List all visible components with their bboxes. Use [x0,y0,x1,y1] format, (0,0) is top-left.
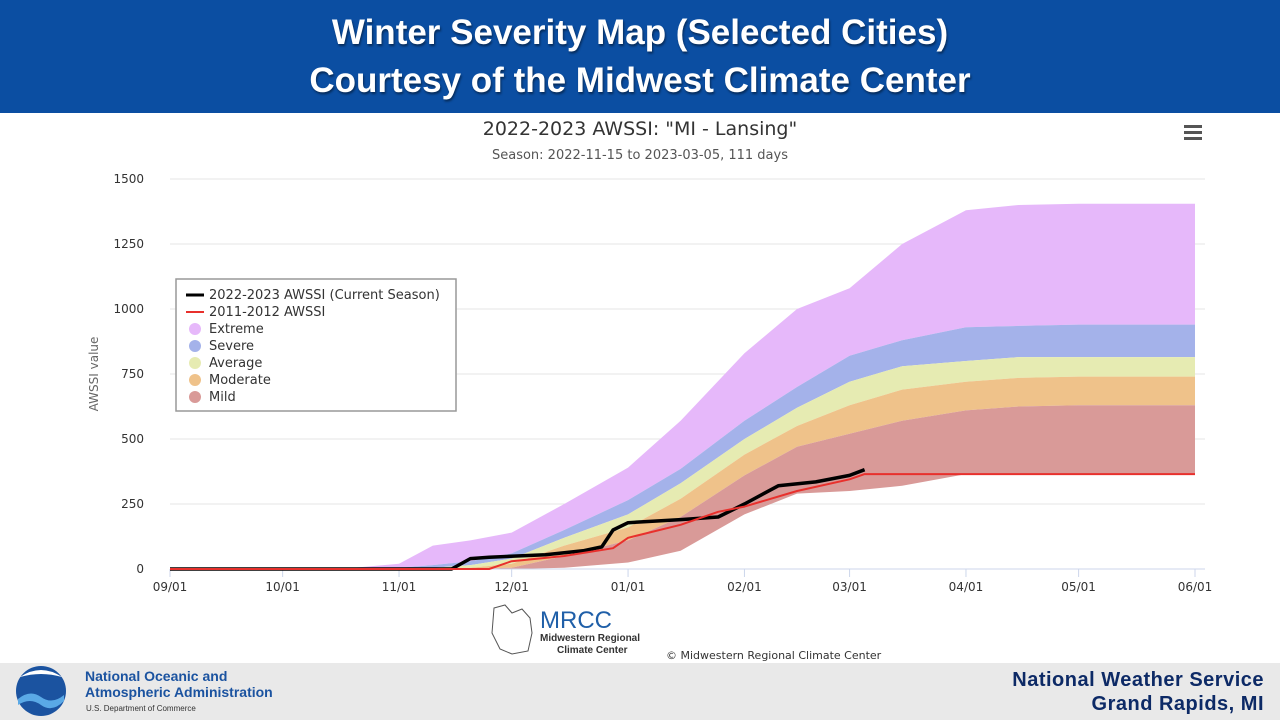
title-banner: Winter Severity Map (Selected Cities) Co… [0,0,1280,113]
legend-band-swatch [189,357,201,369]
y-tick-label: 750 [121,367,144,381]
x-tick-label: 09/01 [153,580,188,594]
y-tick-label: 500 [121,432,144,446]
awssi-chart: 2022-2023 AWSSI: "MI - Lansing" Season: 2… [87,118,1213,662]
legend-label: Severe [209,339,254,354]
band-extreme [170,203,1195,569]
y-axis-label: AWSSI value [87,337,101,412]
y-tick-label: 1250 [113,237,144,251]
mrcc-logo-line2: Climate Center [557,645,628,656]
x-tick-label: 03/01 [832,580,867,594]
legend-label: 2011-2012 AWSSI [209,305,325,320]
nws-line1: National Weather Service [1012,669,1264,691]
x-tick-label: 01/01 [611,580,646,594]
legend-label: Mild [209,390,236,405]
nws-line2: Grand Rapids, MI [1091,693,1264,715]
y-tick-label: 1000 [113,302,144,316]
band-severe [170,324,1195,569]
y-tick-label: 0 [136,562,144,576]
noaa-department: U.S. Department of Commerce [86,704,196,713]
x-tick-label: 04/01 [949,580,984,594]
legend-band-swatch [189,391,201,403]
noaa-name: National Oceanic and Atmospheric Adminis… [85,668,273,700]
chart-title: 2022-2023 AWSSI: "MI - Lansing" [483,118,797,140]
x-tick-label: 06/01 [1178,580,1213,594]
legend-band-swatch [189,374,201,386]
band-moderate [170,376,1195,569]
legend-band-swatch [189,340,201,352]
mrcc-logo-line1: Midwestern Regional [540,633,640,644]
legend-label: Extreme [209,322,264,337]
banner-subtitle: Courtesy of the Midwest Climate Center [309,61,971,100]
series-line-2011-2012 [170,473,1195,570]
noaa-name-line2: Atmospheric Administration [85,684,273,700]
x-tick-label: 10/01 [265,580,300,594]
legend-label: Moderate [209,373,271,388]
x-tick-label: 11/01 [382,580,417,594]
chart-subtitle: Season: 2022-11-15 to 2023-03-05, 111 da… [492,148,788,163]
nws-office: National Weather Service Grand Rapids, M… [1012,668,1264,716]
x-tick-label: 12/01 [494,580,529,594]
band-mild [170,405,1195,569]
midwest-map-icon [491,604,533,655]
footer: National Oceanic and Atmospheric Adminis… [0,663,1280,720]
legend-label: Average [209,356,262,371]
legend-band-swatch [189,323,201,335]
x-tick-label: 05/01 [1061,580,1096,594]
banner-title: Winter Severity Map (Selected Cities) [331,13,949,52]
series-line-2022-2023 [170,468,866,571]
hamburger-menu-icon[interactable] [1184,125,1202,140]
noaa-name-line1: National Oceanic and [85,668,228,684]
y-tick-label: 250 [121,497,144,511]
x-tick-label: 02/01 [727,580,762,594]
legend-label: 2022-2023 AWSSI (Current Season) [209,288,440,303]
y-tick-label: 1500 [113,172,144,186]
legend-box [175,278,457,412]
noaa-logo-icon [16,666,66,716]
copyright-text: © Midwestern Regional Climate Center [666,649,882,662]
mrcc-logo-text: MRCC [540,607,612,634]
chart-area: 2022-2023 AWSSI: "MI - Lansing" Season: 2… [0,113,1280,663]
